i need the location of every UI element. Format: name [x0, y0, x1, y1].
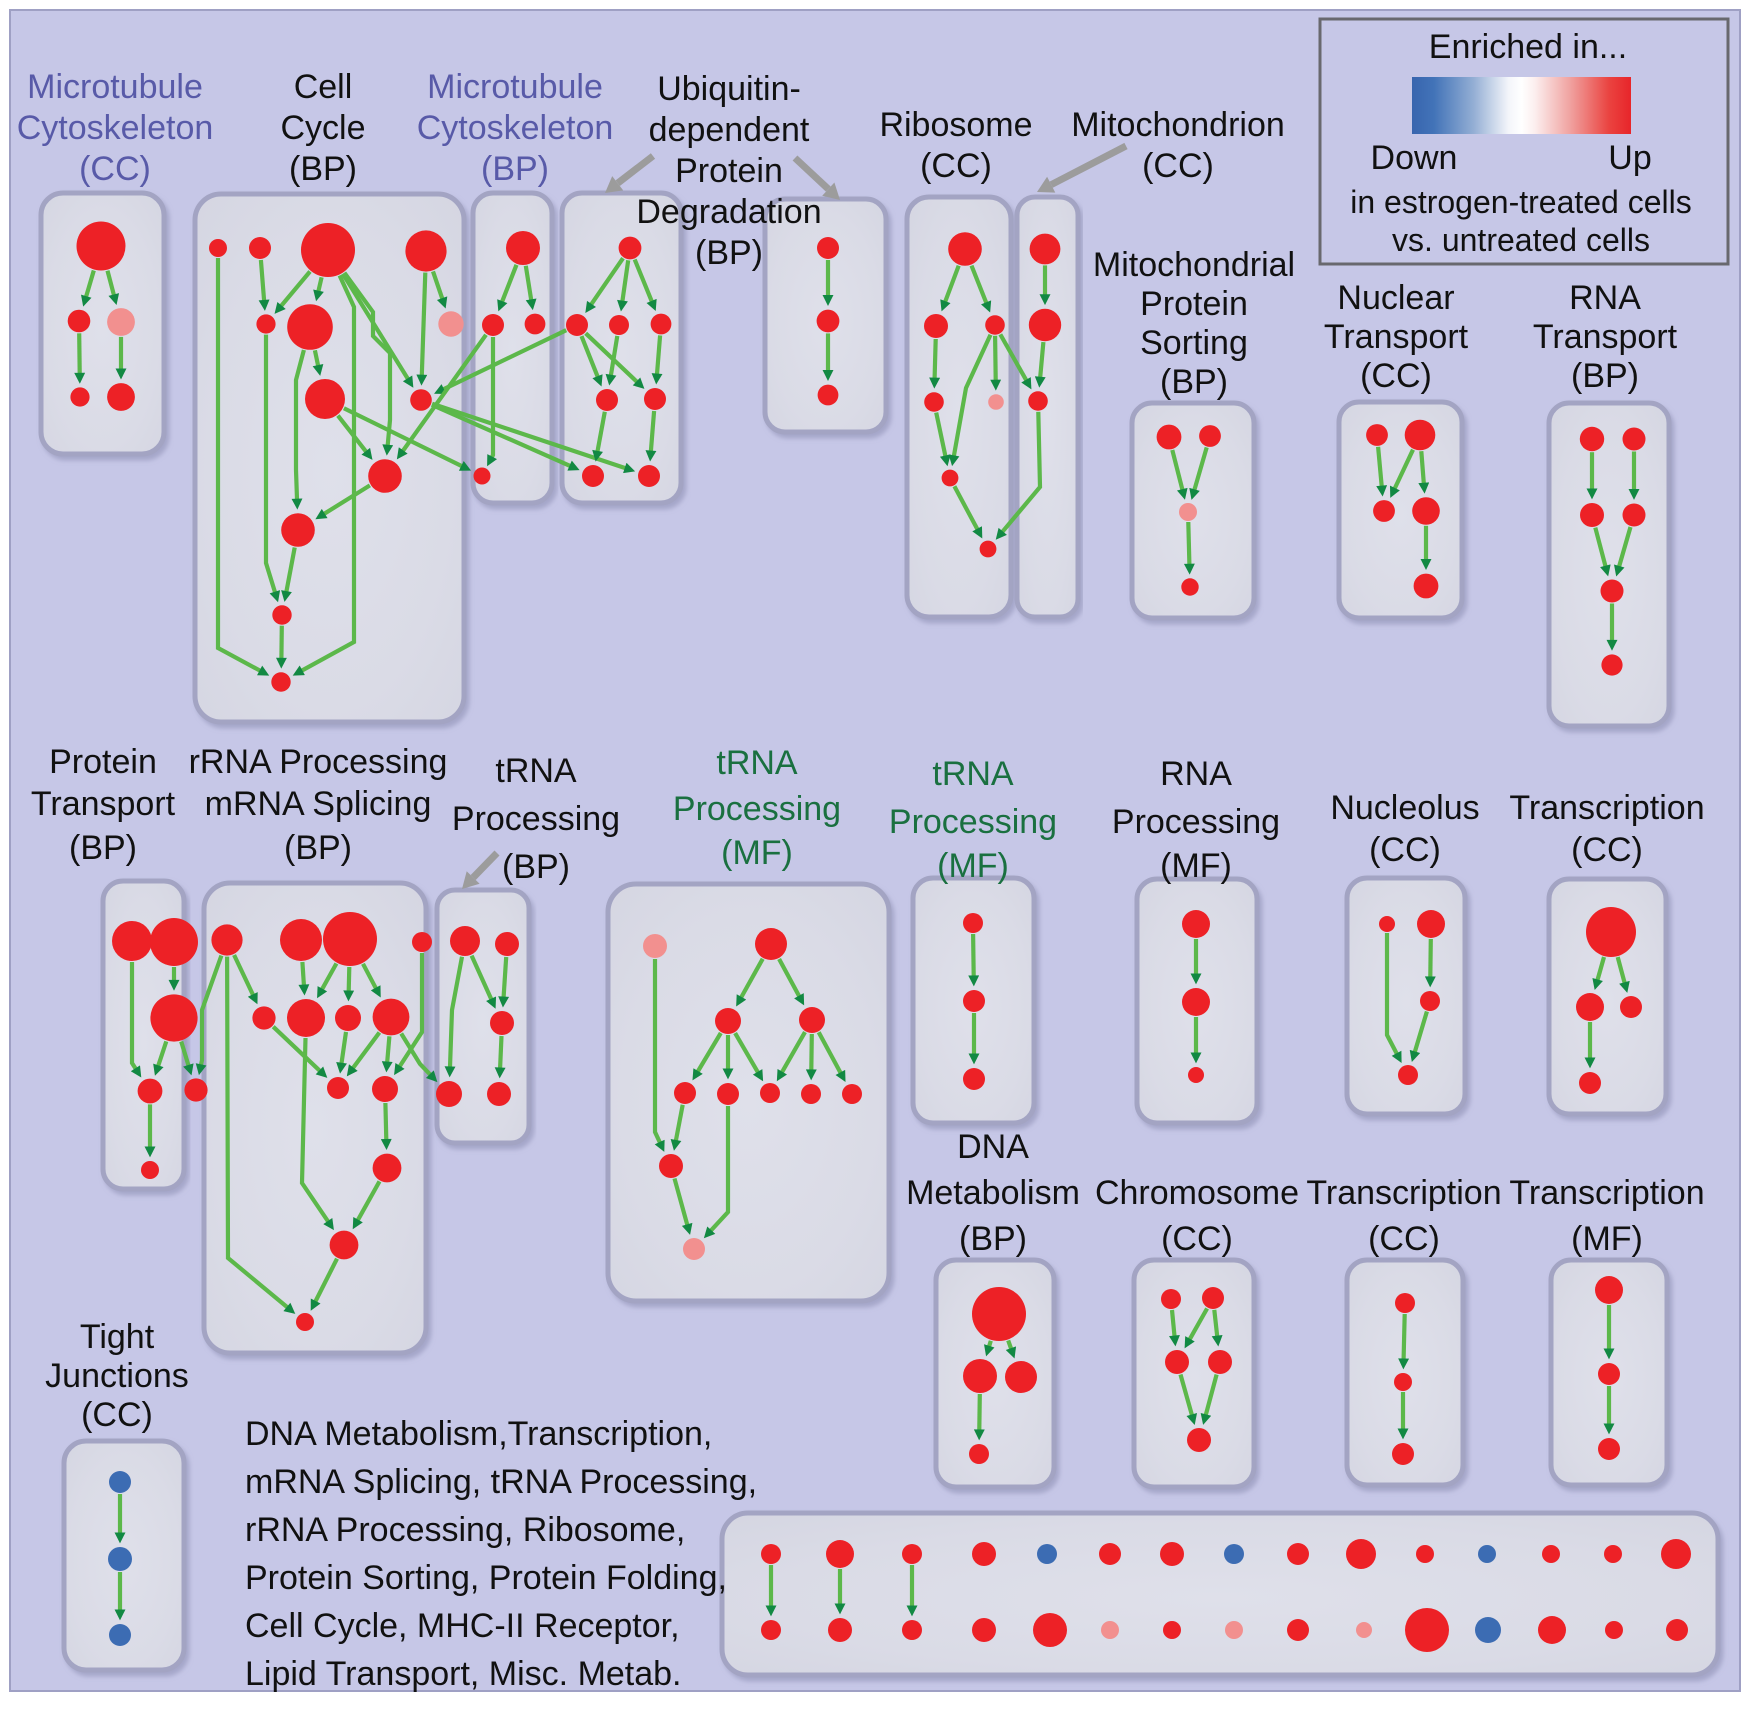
svg-text:Ribosome: Ribosome [879, 106, 1032, 144]
svg-text:(BP): (BP) [481, 150, 549, 188]
svg-text:Lipid Transport, Misc. Metab.: Lipid Transport, Misc. Metab. [245, 1655, 682, 1693]
svg-text:(CC): (CC) [1368, 1220, 1440, 1258]
svg-text:Nucleolus: Nucleolus [1330, 789, 1479, 827]
svg-text:Cytoskeleton: Cytoskeleton [417, 109, 614, 147]
svg-text:(MF): (MF) [1571, 1220, 1643, 1258]
svg-text:Processing: Processing [673, 790, 841, 828]
svg-text:Transcription: Transcription [1509, 1174, 1704, 1212]
svg-text:Microtubule: Microtubule [27, 68, 203, 106]
svg-text:Up: Up [1608, 139, 1651, 177]
svg-text:Degradation: Degradation [636, 193, 821, 231]
svg-text:mRNA Splicing: mRNA Splicing [205, 785, 432, 823]
svg-text:(CC): (CC) [1571, 831, 1643, 869]
svg-text:(MF): (MF) [721, 834, 793, 872]
svg-text:(CC): (CC) [1369, 831, 1441, 869]
svg-text:tRNA: tRNA [495, 752, 577, 790]
svg-text:Metabolism: Metabolism [906, 1174, 1080, 1212]
svg-text:mRNA Splicing, tRNA Processing: mRNA Splicing, tRNA Processing, [245, 1463, 757, 1501]
svg-text:(CC): (CC) [1142, 147, 1214, 185]
svg-text:Microtubule: Microtubule [427, 68, 603, 106]
svg-text:Junctions: Junctions [45, 1357, 189, 1395]
svg-text:dependent: dependent [649, 111, 810, 149]
svg-text:(BP): (BP) [284, 829, 352, 867]
svg-text:Enriched in...: Enriched in... [1429, 28, 1627, 66]
svg-text:Protein: Protein [675, 152, 783, 190]
svg-text:Transport: Transport [31, 785, 176, 823]
svg-text:(CC): (CC) [79, 150, 151, 188]
svg-text:in estrogen-treated cells: in estrogen-treated cells [1350, 184, 1692, 220]
svg-text:Cell: Cell [294, 68, 353, 106]
svg-text:tRNA: tRNA [716, 744, 798, 782]
svg-text:rRNA Processing, Ribosome,: rRNA Processing, Ribosome, [245, 1511, 685, 1549]
svg-text:(BP): (BP) [695, 234, 763, 272]
svg-text:Transcription: Transcription [1509, 789, 1704, 827]
svg-text:Protein Sorting, Protein Foldi: Protein Sorting, Protein Folding, [245, 1559, 727, 1597]
svg-text:Down: Down [1371, 139, 1458, 177]
svg-text:Tight: Tight [80, 1318, 155, 1356]
svg-text:Cytoskeleton: Cytoskeleton [17, 109, 214, 147]
svg-text:Processing: Processing [452, 800, 620, 838]
svg-text:Cycle: Cycle [280, 109, 365, 147]
svg-text:(BP): (BP) [502, 848, 570, 886]
svg-text:(BP): (BP) [289, 150, 357, 188]
svg-text:Transport: Transport [1324, 318, 1469, 356]
svg-text:(BP): (BP) [69, 829, 137, 867]
svg-text:Transcription: Transcription [1306, 1174, 1501, 1212]
svg-text:Chromosome: Chromosome [1095, 1174, 1299, 1212]
svg-text:tRNA: tRNA [932, 755, 1014, 793]
svg-text:RNA: RNA [1160, 755, 1232, 793]
svg-text:Transport: Transport [1533, 318, 1678, 356]
svg-text:Nuclear: Nuclear [1337, 279, 1454, 317]
svg-text:(BP): (BP) [959, 1220, 1027, 1258]
svg-text:vs. untreated cells: vs. untreated cells [1392, 222, 1650, 258]
svg-text:Ubiquitin-: Ubiquitin- [657, 70, 801, 108]
svg-text:(MF): (MF) [937, 847, 1009, 885]
svg-text:DNA Metabolism,Transcription,: DNA Metabolism,Transcription, [245, 1415, 712, 1453]
svg-text:Processing: Processing [1112, 803, 1280, 841]
svg-text:Processing: Processing [889, 803, 1057, 841]
svg-text:Mitochondrial: Mitochondrial [1093, 246, 1295, 284]
svg-text:(CC): (CC) [81, 1396, 153, 1434]
svg-text:Mitochondrion: Mitochondrion [1071, 106, 1285, 144]
svg-text:(CC): (CC) [1161, 1220, 1233, 1258]
svg-text:Sorting: Sorting [1140, 324, 1248, 362]
svg-text:(CC): (CC) [920, 147, 992, 185]
svg-text:Protein: Protein [49, 743, 157, 781]
svg-text:(CC): (CC) [1360, 357, 1432, 395]
svg-text:rRNA Processing: rRNA Processing [189, 743, 448, 781]
svg-text:Cell Cycle, MHC-II Receptor,: Cell Cycle, MHC-II Receptor, [245, 1607, 680, 1645]
svg-text:(BP): (BP) [1571, 357, 1639, 395]
svg-text:Protein: Protein [1140, 285, 1248, 323]
svg-text:(MF): (MF) [1160, 847, 1232, 885]
svg-text:RNA: RNA [1569, 279, 1641, 317]
svg-text:(BP): (BP) [1160, 363, 1228, 401]
svg-text:DNA: DNA [957, 1128, 1029, 1166]
